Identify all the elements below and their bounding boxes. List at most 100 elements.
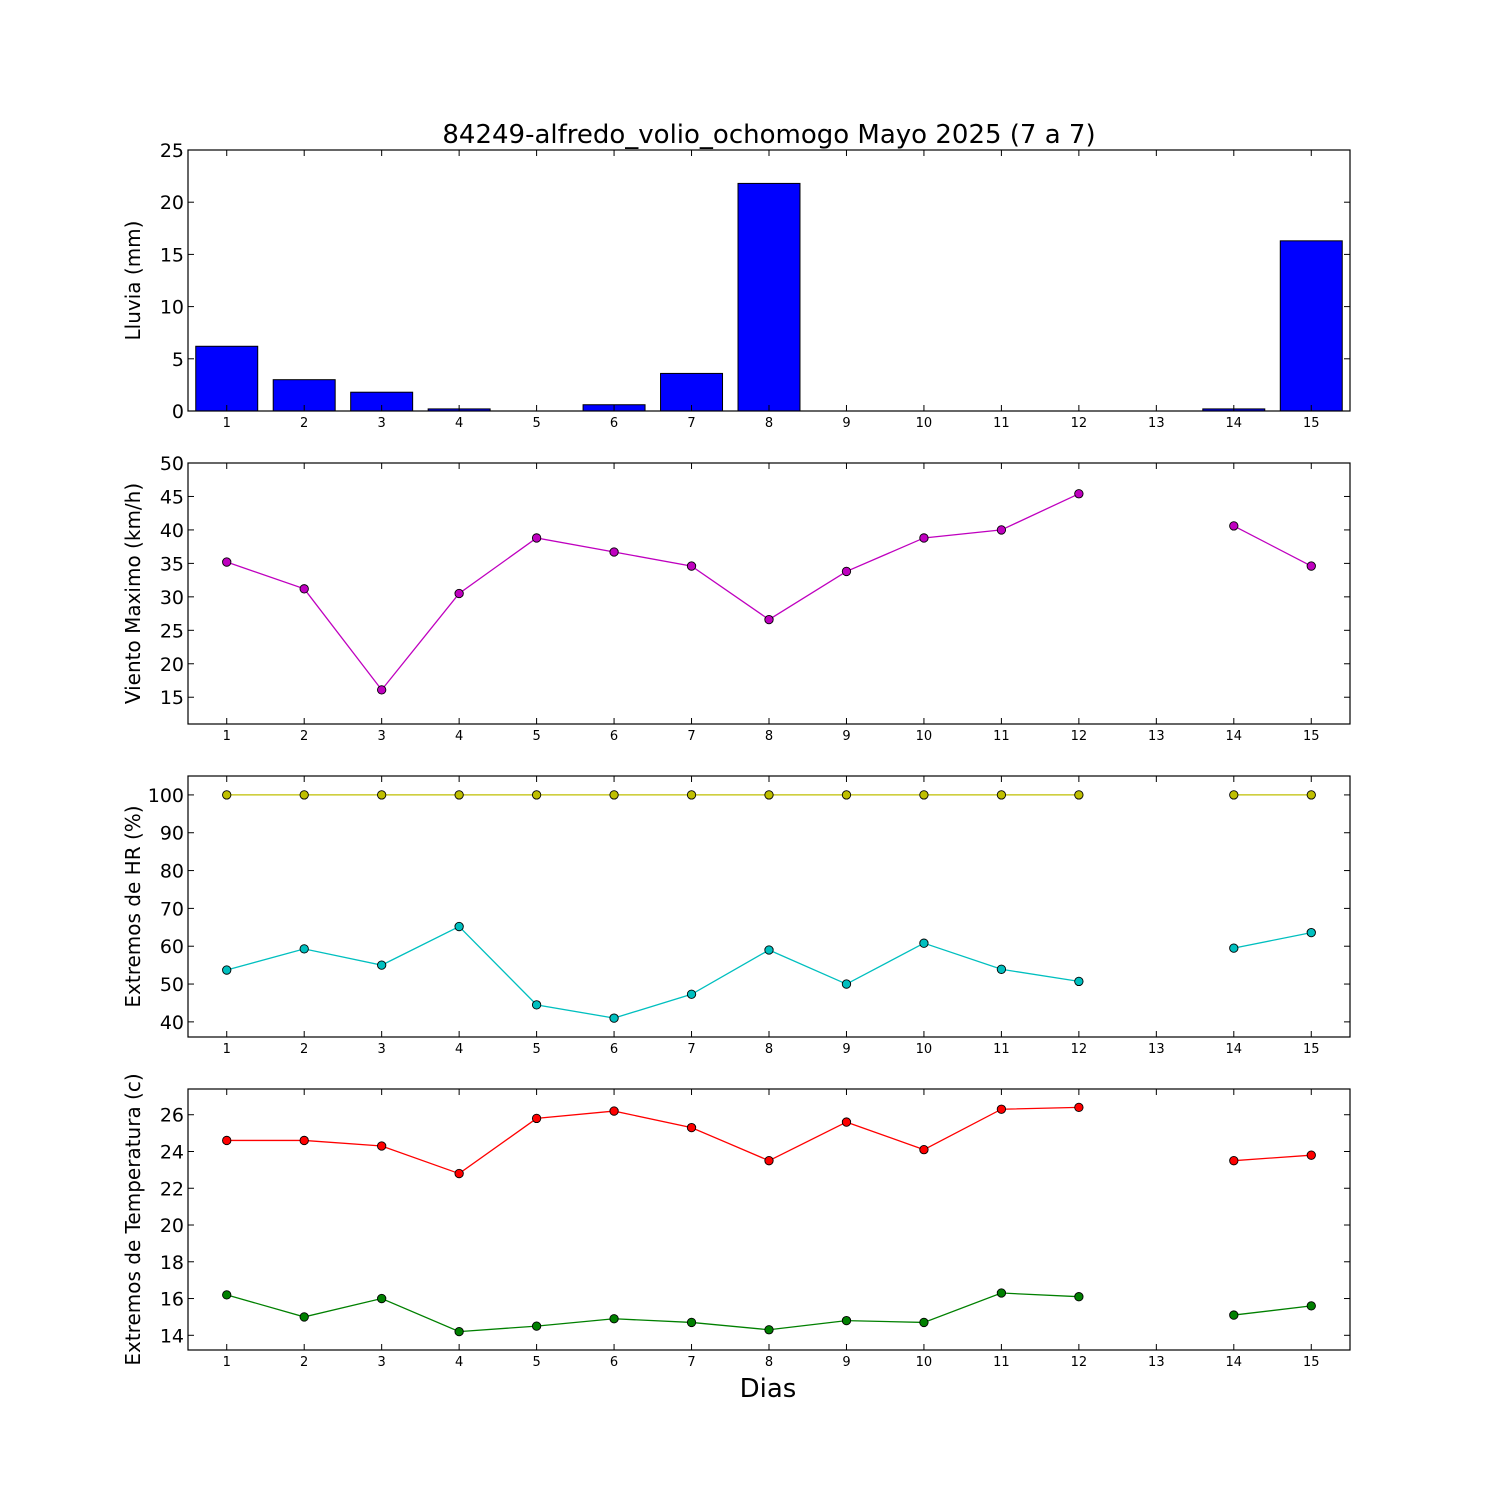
series-1-point-day-11 (996, 1104, 1007, 1114)
series-1-point-day-9 (841, 1117, 852, 1127)
series-1-point-day-15 (1306, 1150, 1316, 1160)
y-tick-label: 60 (160, 936, 184, 958)
series-2-point-day-9 (841, 1315, 852, 1326)
x-tick-label: 12 (1071, 416, 1088, 431)
series-1-point-day-14 (1229, 521, 1239, 531)
series-1-point-day-7 (686, 1122, 697, 1133)
series-2-point-day-1 (222, 965, 232, 975)
x-tick-label: 2 (300, 1042, 308, 1057)
y-tick-label: 15 (160, 244, 184, 266)
series-1-line-1 (226, 493, 1080, 691)
x-tick-label: 14 (1226, 1042, 1243, 1057)
x-tick-label: 10 (916, 1355, 933, 1370)
x-tick-label: 12 (1071, 1355, 1088, 1370)
x-tick-label: 1 (223, 416, 231, 431)
y-tick-label: 20 (160, 1215, 184, 1237)
series-1-point-day-1 (222, 790, 232, 800)
series-1-point-day-8 (764, 614, 774, 625)
series-2-point-day-11 (996, 1288, 1007, 1298)
series-2-point-day-2 (299, 944, 309, 954)
chart-title: 84249-alfredo_volio_ochomogo Mayo 2025 (… (442, 120, 1095, 150)
x-tick-label: 13 (1148, 416, 1165, 431)
x-tick-label: 7 (687, 1355, 695, 1370)
series-1-line-1 (226, 1106, 1079, 1175)
series-2-point-day-14 (1229, 943, 1239, 953)
x-tick-label: 14 (1226, 1355, 1243, 1370)
series-1-point-day-8 (764, 1156, 774, 1166)
x-tick-label: 9 (842, 1355, 850, 1370)
x-tick-label: 3 (378, 729, 386, 744)
y-tick-label: 5 (172, 349, 184, 371)
x-tick-label: 11 (993, 729, 1010, 744)
series-2-point-day-10 (919, 938, 929, 948)
y-tick-label: 70 (160, 898, 184, 920)
x-tick-label: 9 (842, 1042, 850, 1057)
y-tick-label: 20 (160, 654, 184, 676)
series-1-point-day-11 (996, 790, 1007, 800)
series-2-point-day-2 (299, 1312, 309, 1322)
x-tick-label: 9 (842, 416, 850, 431)
x-tick-label: 12 (1071, 1042, 1088, 1057)
y-tick-label: 25 (160, 140, 184, 162)
series-2-point-day-10 (919, 1317, 929, 1328)
y-tick-label: 15 (160, 687, 184, 709)
x-tick-label: 7 (687, 729, 695, 744)
series-2-point-day-5 (531, 1000, 542, 1010)
x-tick-label: 4 (455, 416, 463, 431)
series-2-point-day-12 (1074, 976, 1084, 987)
x-tick-label: 14 (1226, 729, 1243, 744)
series-1-point-day-12 (1074, 1102, 1084, 1113)
y-tick-label: 40 (160, 1012, 184, 1034)
series-2-point-day-4 (454, 921, 464, 932)
series-2-point-day-6 (609, 1314, 619, 1324)
x-tick-label: 4 (455, 1355, 463, 1370)
x-tick-label: 3 (378, 416, 386, 431)
y-axis-label: Extremos de Temperatura (c) (121, 1073, 145, 1365)
series-2-point-day-9 (841, 979, 852, 989)
y-tick-label: 22 (160, 1178, 184, 1200)
x-tick-label: 8 (765, 416, 773, 431)
x-tick-label: 2 (300, 729, 308, 744)
series-2-line-2 (1233, 931, 1312, 949)
x-tick-label: 13 (1148, 1355, 1165, 1370)
series-2-point-day-5 (531, 1321, 542, 1331)
series-1-point-day-3 (377, 1141, 387, 1151)
x-tick-label: 5 (532, 416, 540, 431)
x-tick-label: 3 (378, 1042, 386, 1057)
y-tick-label: 35 (160, 553, 184, 575)
series-2-point-day-3 (377, 960, 387, 970)
x-tick-label: 6 (610, 1042, 618, 1057)
x-tick-label: 4 (455, 729, 463, 744)
series-2-point-day-15 (1306, 1301, 1316, 1311)
y-tick-label: 14 (160, 1325, 184, 1347)
series-1-point-day-14 (1229, 790, 1239, 800)
series-1-point-day-6 (609, 1106, 619, 1116)
x-tick-label: 8 (765, 1042, 773, 1057)
y-axis-label: Lluvia (mm) (121, 221, 145, 341)
y-tick-label: 0 (172, 401, 184, 423)
series-1-point-day-2 (299, 584, 309, 594)
series-1-point-day-3 (377, 685, 387, 695)
x-tick-label: 8 (765, 729, 773, 744)
series-1-point-day-4 (454, 790, 464, 800)
x-tick-label: 10 (916, 729, 933, 744)
bar-day-15 (1279, 240, 1343, 412)
series-1-point-day-1 (222, 1135, 232, 1146)
series-1-point-day-5 (531, 1113, 542, 1124)
series-1-point-day-7 (686, 790, 697, 800)
series-1-point-day-6 (609, 790, 619, 800)
x-tick-label: 2 (300, 1355, 308, 1370)
x-tick-label: 4 (455, 1042, 463, 1057)
series-2-point-day-6 (609, 1013, 619, 1023)
y-tick-label: 16 (160, 1289, 184, 1311)
x-tick-label: 13 (1148, 1042, 1165, 1057)
y-axis-label: Viento Maximo (km/h) (121, 483, 145, 704)
x-tick-label: 10 (916, 1042, 933, 1057)
series-1-point-day-5 (531, 790, 542, 800)
x-tick-label: 5 (532, 1355, 540, 1370)
bar-day-1 (195, 345, 259, 412)
series-2-point-day-7 (686, 989, 697, 999)
series-2-line-1 (226, 925, 1079, 1019)
y-tick-label: 20 (160, 192, 184, 214)
